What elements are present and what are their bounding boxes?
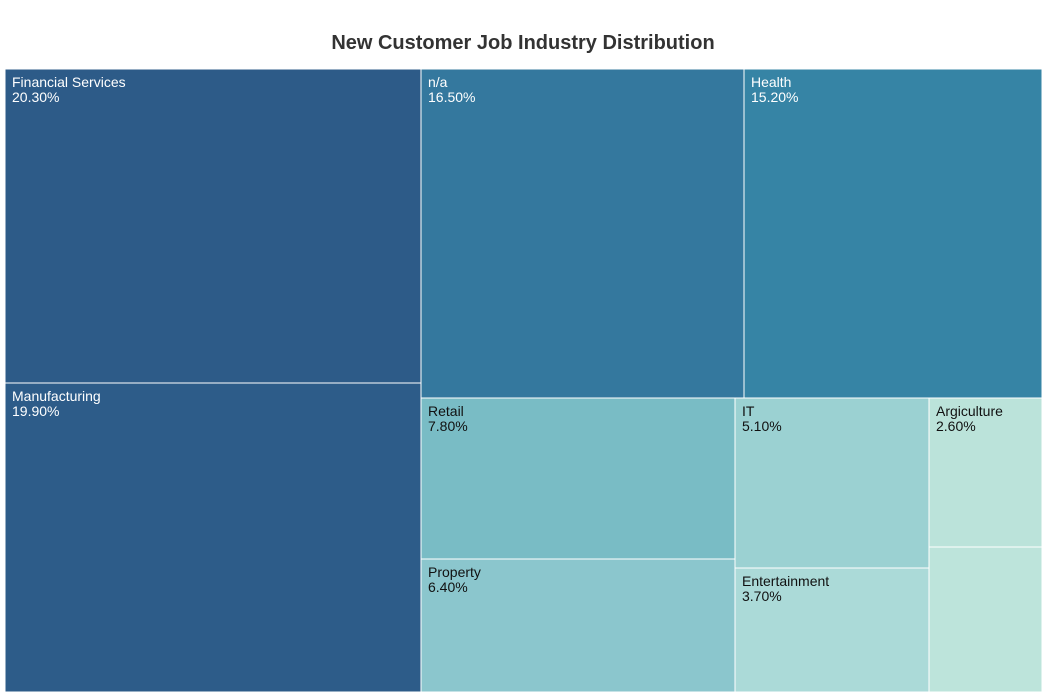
tile-label-property: Property xyxy=(428,564,481,580)
tile-value-entertainment: 3.70% xyxy=(742,588,782,604)
tile-health[interactable] xyxy=(743,68,1043,399)
tile-value-retail: 7.80% xyxy=(428,418,468,434)
tile-label-retail: Retail xyxy=(428,403,464,419)
tile-label-it: IT xyxy=(742,403,755,419)
tile-value-argiculture: 2.60% xyxy=(936,418,976,434)
tile-other[interactable] xyxy=(928,546,1043,693)
tile-value-n-a: 16.50% xyxy=(428,89,475,105)
tile-financial-services[interactable] xyxy=(4,68,422,384)
tile-value-health: 15.20% xyxy=(751,89,798,105)
tile-label-manufacturing: Manufacturing xyxy=(12,388,101,404)
tile-label-n-a: n/a xyxy=(428,74,448,90)
tile-label-financial-services: Financial Services xyxy=(12,74,126,90)
tile-argiculture[interactable] xyxy=(928,397,1043,548)
tile-manufacturing[interactable] xyxy=(4,382,422,693)
tile-value-manufacturing: 19.90% xyxy=(12,403,59,419)
chart-title: New Customer Job Industry Distribution xyxy=(331,32,715,54)
tile-label-entertainment: Entertainment xyxy=(742,573,829,589)
tile-it[interactable] xyxy=(734,397,930,569)
tile-value-financial-services: 20.30% xyxy=(12,89,59,105)
tile-value-property: 6.40% xyxy=(428,579,468,595)
tile-retail[interactable] xyxy=(420,397,736,560)
tile-label-argiculture: Argiculture xyxy=(936,403,1003,419)
tile-n-a[interactable] xyxy=(420,68,745,399)
tile-value-it: 5.10% xyxy=(742,418,782,434)
tile-label-health: Health xyxy=(751,74,791,90)
